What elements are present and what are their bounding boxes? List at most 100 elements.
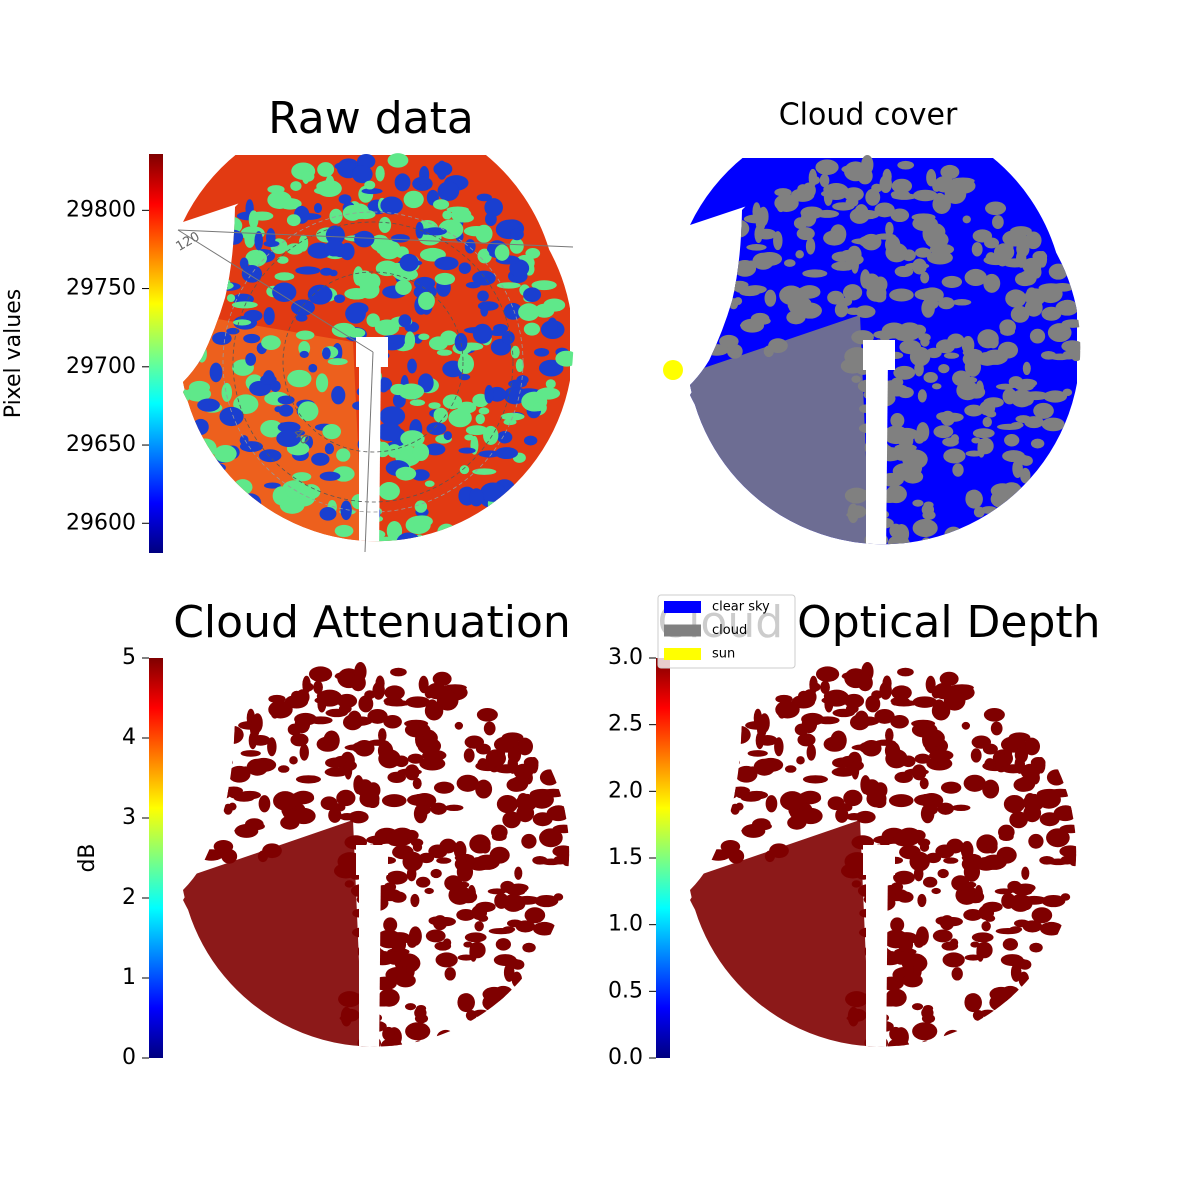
cloud-blob [943, 857, 959, 864]
cloud-blob [295, 330, 315, 340]
cloud-blob [414, 500, 428, 513]
mask-center [863, 845, 895, 875]
cloud-blob [854, 1048, 866, 1054]
cloud-blob [802, 269, 828, 278]
cloud-blob [435, 952, 458, 968]
cloud-blob [295, 266, 321, 275]
cloud-blob [938, 363, 950, 374]
cloud-blob [891, 193, 917, 200]
cloud-blob [378, 379, 389, 393]
cloud-blob [815, 666, 840, 682]
cloud-blob [387, 951, 402, 965]
cloud-blob [243, 309, 263, 322]
cloud-blob [883, 929, 909, 949]
cloud-blob [523, 287, 542, 303]
cloud-blob [950, 684, 974, 692]
cloud-blob [348, 810, 369, 824]
cloud-blob [964, 268, 987, 287]
cloud-blob [212, 331, 232, 345]
cloud-blob [912, 1022, 938, 1041]
cloud-blob [939, 671, 959, 687]
cloud-blob [317, 162, 335, 177]
cloud-blob [950, 434, 959, 444]
cloud-blob [523, 435, 538, 446]
cloud-blob [263, 482, 281, 489]
cloud-blob [752, 252, 774, 270]
cloud-blob [871, 690, 883, 700]
cloud-blob [891, 685, 912, 700]
cloud-blob [456, 909, 476, 921]
cloud-blob [964, 357, 981, 377]
cloud-blob [1005, 240, 1014, 255]
colorbar [149, 154, 163, 553]
cloud-blob [534, 894, 559, 908]
cloud-blob [863, 273, 881, 292]
cloud-blob [831, 261, 856, 271]
cloud-blob [755, 213, 766, 232]
cloud-blob [245, 352, 257, 366]
cloud-blob [965, 450, 983, 457]
cloud-blob [333, 294, 346, 303]
cloud-blob [436, 857, 452, 864]
cloud-blob [459, 465, 470, 475]
cloud-blob [422, 749, 447, 761]
cloud-blob [383, 917, 398, 933]
cloud-blob [915, 926, 929, 946]
cloud-blob [983, 273, 1001, 293]
polar-axis [364, 351, 374, 553]
cloud-blob [972, 1009, 984, 1021]
cloud-blob [396, 532, 421, 542]
cloud-blob [426, 682, 447, 700]
cloud-blob [532, 402, 545, 412]
cloud-blob [277, 421, 301, 433]
cloud-blob [1016, 240, 1030, 258]
cloud-blob [468, 488, 484, 507]
cloud-blob [912, 499, 924, 507]
polar-grid-circle [222, 211, 524, 513]
cloud-blob [509, 259, 530, 278]
cloud-blob [750, 312, 770, 325]
mask-gap [359, 352, 381, 542]
cloud-blob [425, 929, 446, 943]
cloud-blob [430, 758, 441, 767]
cloud-blob [707, 814, 725, 826]
cloud-blob [883, 425, 909, 445]
cloud-blob [328, 807, 342, 823]
cloud-blob [891, 699, 917, 707]
cloud-blob [277, 765, 290, 773]
cloud-blob [522, 942, 536, 953]
cloud-blob [971, 242, 983, 257]
cloud-blob [933, 682, 954, 700]
cloud-blob [987, 335, 999, 349]
cloud-blob [245, 249, 267, 267]
cloud-blob [1000, 954, 1024, 967]
cloud-blob [982, 416, 992, 428]
cloud-blob [444, 875, 463, 892]
sky-image [183, 153, 574, 542]
cloud-blob [426, 422, 447, 436]
cloud-blob [387, 444, 402, 458]
cloud-blob [295, 313, 308, 322]
cloud-blob [1038, 251, 1048, 268]
cloud-blob [539, 828, 563, 848]
cloud-blob [963, 909, 983, 921]
cloud-blob [410, 838, 424, 847]
cloud-blob [313, 680, 323, 695]
cloud-blob [853, 209, 880, 220]
cloud-blob [260, 419, 283, 438]
polar-grid-circle [282, 271, 464, 453]
cloud-blob [990, 721, 1003, 736]
cloud-blob [385, 831, 408, 847]
legend-swatch [664, 624, 701, 637]
cloud-blob [286, 214, 301, 227]
cloud-blob [970, 748, 982, 763]
colorbar-label: Pixel values [1, 289, 26, 418]
cloud-blob [996, 383, 1015, 390]
cloud-blob [413, 276, 436, 291]
cloud-blob [893, 365, 916, 380]
cloud-blob [381, 794, 407, 808]
cloud-blob [317, 695, 327, 713]
cloud-blob [983, 397, 1004, 408]
cloud-blob [474, 854, 500, 870]
cloud-blob [454, 332, 468, 352]
